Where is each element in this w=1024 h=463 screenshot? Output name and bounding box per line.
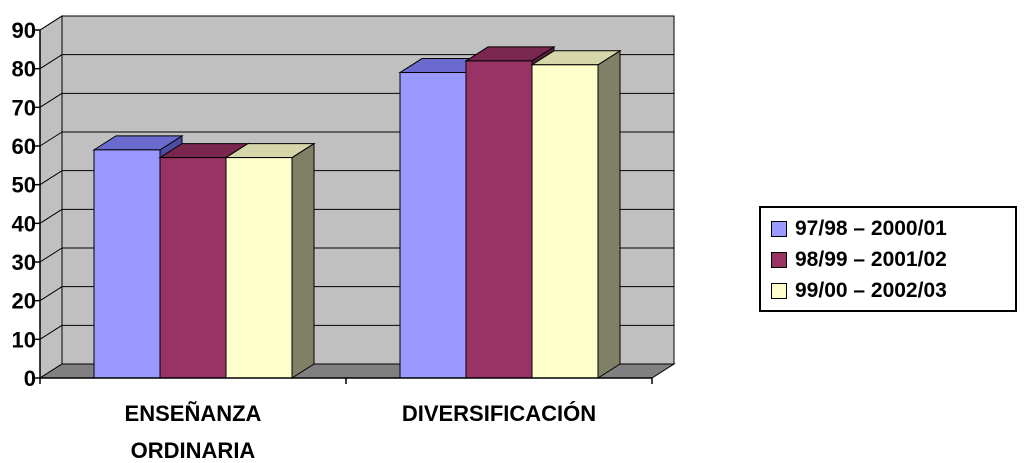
legend-swatch bbox=[771, 221, 787, 237]
gridline bbox=[39, 208, 63, 224]
gridline bbox=[39, 15, 63, 31]
y-tick-label: 20 bbox=[12, 289, 36, 314]
legend-item: 99/00 – 2002/03 bbox=[771, 276, 947, 306]
bar bbox=[159, 157, 227, 379]
bar bbox=[225, 157, 293, 379]
axes bbox=[35, 29, 653, 384]
gridline bbox=[39, 170, 63, 186]
legend-item: 98/99 – 2001/02 bbox=[771, 245, 947, 275]
y-tick-label: 80 bbox=[12, 57, 36, 82]
legend-swatch bbox=[771, 283, 787, 299]
legend-label: 99/00 – 2002/03 bbox=[795, 279, 947, 302]
y-tick-label: 60 bbox=[12, 134, 36, 159]
x-tick-label: ENSEÑANZA bbox=[125, 401, 262, 426]
y-tick-label: 70 bbox=[12, 95, 36, 120]
legend: 97/98 – 2000/01 98/99 – 2001/02 99/00 – … bbox=[759, 206, 1017, 312]
bar bbox=[465, 60, 533, 379]
y-tick-label: 10 bbox=[12, 327, 36, 352]
legend-label: 97/98 – 2000/01 bbox=[795, 217, 947, 240]
y-tick-label: 30 bbox=[12, 250, 36, 275]
x-axis-tick-labels: ENSEÑANZA ORDINARIA DIVERSIFICACIÓN bbox=[125, 401, 597, 463]
bar bbox=[531, 64, 599, 379]
legend-label: 98/99 – 2001/02 bbox=[795, 248, 947, 271]
legend-swatch bbox=[771, 252, 787, 268]
gridline bbox=[39, 286, 63, 302]
gridline bbox=[39, 247, 63, 263]
bars bbox=[92, 46, 622, 379]
gridline bbox=[39, 131, 63, 147]
y-tick-label: 0 bbox=[24, 366, 36, 391]
bar-side bbox=[291, 142, 315, 379]
side-wall bbox=[39, 15, 63, 379]
x-tick-label: ORDINARIA bbox=[131, 438, 256, 463]
gridline bbox=[39, 324, 63, 340]
bar bbox=[399, 72, 467, 379]
x-tick-label: DIVERSIFICACIÓN bbox=[402, 401, 596, 426]
bar-side bbox=[597, 49, 621, 379]
gridline bbox=[39, 54, 63, 70]
y-tick-label: 40 bbox=[12, 211, 36, 236]
y-tick-label: 50 bbox=[12, 173, 36, 198]
gridline bbox=[39, 92, 63, 108]
legend-item: 97/98 – 2000/01 bbox=[771, 214, 947, 244]
y-axis-tick-labels: 0 10 20 30 40 50 60 70 80 90 bbox=[12, 18, 36, 391]
y-tick-label: 90 bbox=[12, 18, 36, 43]
bar bbox=[93, 149, 161, 379]
